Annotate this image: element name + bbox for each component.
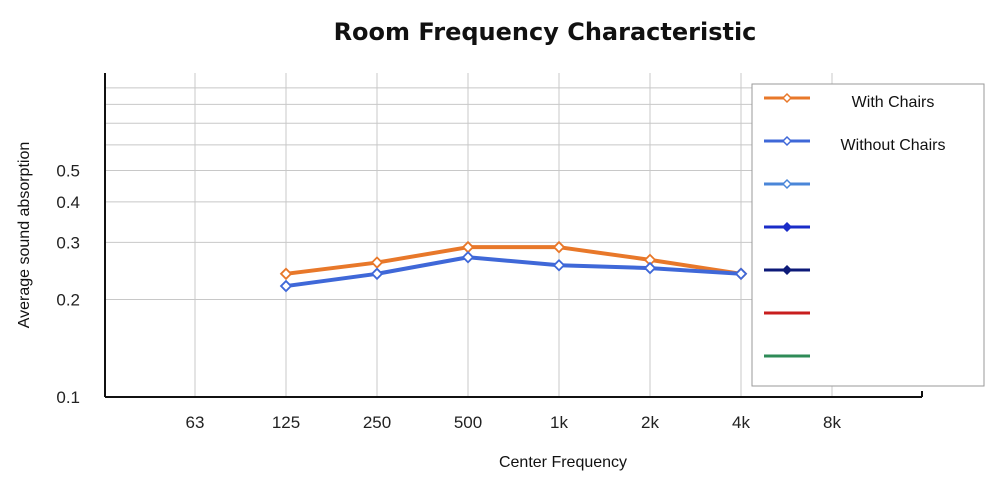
- x-tick-label: 500: [454, 413, 482, 432]
- data-point: [734, 267, 748, 281]
- y-tick-label: 0.3: [56, 233, 80, 252]
- x-tick-label: 4k: [732, 413, 750, 432]
- x-tick-label: 2k: [641, 413, 659, 432]
- data-point: [279, 267, 293, 281]
- legend-swatch-marker: [781, 92, 793, 104]
- legend-swatch-marker: [781, 221, 793, 233]
- data-point: [279, 279, 293, 293]
- series-line: [285, 255, 742, 289]
- x-tick-label: 1k: [550, 413, 568, 432]
- legend-box: [751, 83, 985, 387]
- legend-swatch-marker: [781, 135, 793, 147]
- data-point: [461, 240, 475, 254]
- tick-labels: 0.1 0.2 0.3 0.4 0.5 63 125 250 500 1k 2k 4k 8k: [56, 162, 841, 432]
- series-line: [285, 245, 742, 276]
- data-point: [552, 259, 566, 272]
- grid: [105, 73, 922, 397]
- y-tick-label: 0.5: [56, 162, 80, 181]
- chart-title: Room Frequency Characteristic: [334, 18, 757, 46]
- x-axis-label: Center Frequency: [499, 454, 627, 471]
- y-tick-label: 0.2: [56, 290, 80, 309]
- y-tick-label: 0.4: [56, 193, 80, 212]
- data-point: [461, 250, 475, 264]
- legend-label: With Chairs: [852, 94, 935, 111]
- data-point: [370, 256, 384, 269]
- x-tick-label: 250: [363, 413, 391, 432]
- data-point: [552, 240, 566, 254]
- x-tick-label: 63: [186, 413, 205, 432]
- data-point: [370, 267, 384, 281]
- legend-swatch-marker: [781, 264, 793, 276]
- legend: With Chairs Without Chairs: [751, 83, 985, 387]
- legend-swatch-marker: [781, 178, 793, 190]
- x-tick-label: 125: [272, 413, 300, 432]
- y-axis-label: Average sound absorption: [16, 142, 33, 329]
- axes: [104, 73, 923, 398]
- x-tick-label: 8k: [823, 413, 841, 432]
- y-tick-label: 0.1: [56, 388, 80, 407]
- legend-label: Without Chairs: [841, 137, 946, 154]
- data-point: [643, 261, 657, 275]
- series-layer: [279, 240, 748, 293]
